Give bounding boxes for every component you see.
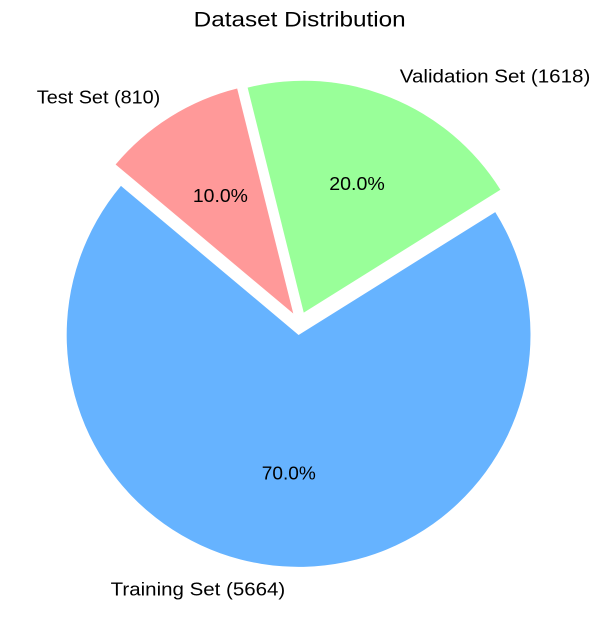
svg-text:Validation Set (1618): Validation Set (1618) bbox=[400, 67, 591, 87]
svg-text:70.0%: 70.0% bbox=[262, 463, 316, 483]
svg-text:10.0%: 10.0% bbox=[193, 186, 248, 206]
svg-text:Training Set (5664): Training Set (5664) bbox=[111, 579, 286, 599]
svg-text:20.0%: 20.0% bbox=[329, 174, 385, 194]
svg-text:Dataset Distribution: Dataset Distribution bbox=[194, 8, 406, 31]
svg-text:Test Set (810): Test Set (810) bbox=[37, 88, 161, 108]
